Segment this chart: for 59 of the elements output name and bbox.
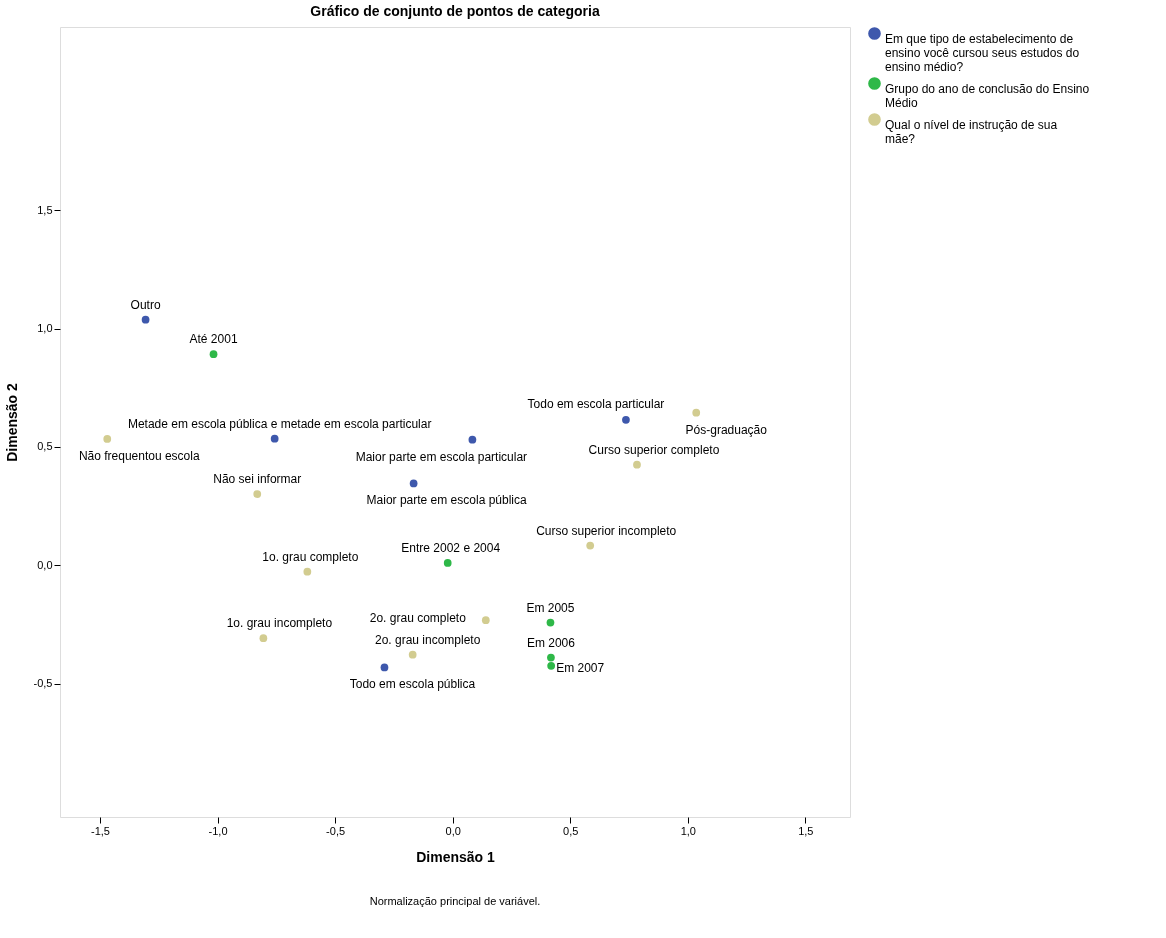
text: Normalização principal de variável. bbox=[369, 895, 541, 907]
point bbox=[468, 435, 477, 444]
point bbox=[303, 567, 312, 576]
point bbox=[259, 634, 268, 642]
point bbox=[141, 315, 150, 324]
point bbox=[547, 653, 555, 662]
y-tick-label: 1,5 bbox=[37, 203, 53, 216]
legend-label: Qual o nível de instrução de sua mãe? bbox=[885, 117, 1058, 146]
annotation: Em 2007 bbox=[556, 660, 605, 675]
x-tick-label: 1,5 bbox=[798, 824, 814, 837]
legend-label: Grupo do ano de conclusão do Ensino Médio bbox=[885, 81, 1090, 110]
point bbox=[481, 616, 490, 625]
annotation: 2o. grau completo bbox=[369, 611, 467, 626]
point bbox=[633, 460, 641, 469]
x-tick-label: -1,5 bbox=[90, 824, 110, 837]
annotation: Maior parte em escola pública bbox=[366, 493, 527, 508]
annotation: 2o. grau incompleto bbox=[374, 632, 481, 647]
point bbox=[380, 663, 389, 672]
point bbox=[270, 434, 279, 443]
annotation: Todo em escola particular bbox=[527, 396, 665, 411]
x-axis-title: Dimensão 1 bbox=[416, 848, 495, 865]
y-axis-title: Dimensão 2 bbox=[3, 383, 20, 462]
point bbox=[622, 415, 630, 424]
annotation: Metade em escola pública e metade em escola particular bbox=[127, 416, 432, 431]
legend-label: Em que tipo de estabelecimento de ensino você cursou seus estudos do ensino médio? bbox=[885, 31, 1080, 74]
point bbox=[253, 490, 262, 498]
x-tick-label: 1,0 bbox=[680, 824, 696, 837]
annotation: Em 2005 bbox=[526, 600, 575, 615]
x-tick-label: 0,5 bbox=[563, 824, 579, 837]
point bbox=[409, 479, 418, 488]
annotation: Outro bbox=[130, 297, 161, 312]
annotation: Entre 2002 e 2004 bbox=[401, 540, 501, 555]
point bbox=[586, 541, 595, 550]
annotation: Não frequentou escola bbox=[78, 448, 200, 463]
annotation: Não sei informar bbox=[213, 472, 302, 487]
y-tick-label: 0,0 bbox=[37, 558, 53, 571]
point bbox=[408, 650, 417, 659]
chart-title: Gráfico de conjunto de pontos de categoria bbox=[310, 3, 600, 19]
annotation: Curso superior completo bbox=[588, 442, 720, 457]
point bbox=[443, 559, 452, 567]
annotation: Até 2001 bbox=[189, 332, 238, 347]
annotation: Em 2006 bbox=[526, 635, 576, 650]
annotation: 1o. grau incompleto bbox=[226, 616, 333, 631]
annotation: Todo em escola pública bbox=[349, 677, 476, 692]
annotation: Maior parte em escola particular bbox=[355, 449, 528, 464]
y-tick-label: -0,5 bbox=[33, 677, 53, 690]
annotation: Curso superior incompleto bbox=[536, 523, 677, 538]
y-tick-label: 0,5 bbox=[37, 440, 53, 453]
annotation: Pós-graduação bbox=[685, 422, 768, 437]
point bbox=[546, 618, 555, 627]
point bbox=[103, 435, 112, 443]
point bbox=[692, 408, 701, 417]
x-tick-label: -1,0 bbox=[208, 824, 228, 837]
point bbox=[209, 350, 218, 359]
annotation: 1o. grau completo bbox=[262, 549, 359, 564]
x-tick-label: 0,0 bbox=[445, 824, 461, 837]
y-tick-label: 1,0 bbox=[37, 322, 53, 335]
x-tick-label: -0,5 bbox=[326, 824, 346, 837]
point bbox=[547, 661, 556, 670]
